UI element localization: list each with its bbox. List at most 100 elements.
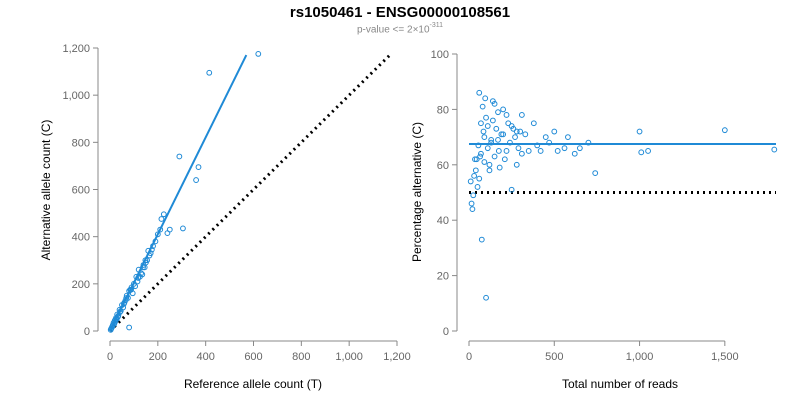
right-y-tick-label: 20 xyxy=(437,271,449,283)
right-data-point xyxy=(467,178,474,185)
right-data-point xyxy=(486,167,493,174)
right-data-point xyxy=(478,236,485,243)
subtitle-times: × xyxy=(412,24,419,36)
right-data-point xyxy=(512,134,518,141)
right-data-point xyxy=(503,112,510,118)
right-data-point xyxy=(495,148,502,154)
right-data-point xyxy=(476,89,483,96)
subtitle-exponent: -311 xyxy=(429,22,444,29)
right-data-point xyxy=(470,192,477,199)
right-data-point xyxy=(507,139,513,146)
left-reference-line xyxy=(108,54,391,333)
right-data-point xyxy=(517,128,524,135)
right-data-point xyxy=(489,117,496,124)
right-data-point xyxy=(513,128,520,135)
left-data-point xyxy=(195,164,202,170)
right-data-point xyxy=(721,127,728,134)
right-data-point xyxy=(481,159,488,165)
right-data-point xyxy=(518,150,525,157)
right-data-point xyxy=(496,164,503,171)
right-data-point xyxy=(472,156,478,163)
right-data-point xyxy=(500,106,507,113)
right-y-tick-label: 40 xyxy=(437,215,449,227)
right-data-point xyxy=(636,128,643,135)
right-data-point xyxy=(488,139,495,146)
right-data-point xyxy=(537,148,544,154)
right-data-point xyxy=(645,148,651,154)
left-data-point xyxy=(123,295,130,301)
right-x-tick-label: 0 xyxy=(466,351,472,363)
right-data-point xyxy=(480,128,487,135)
left-y-axis-title: Alternative allele count (C) xyxy=(39,120,53,261)
right-data-point xyxy=(500,131,507,138)
right-x-tick-label: 1,000 xyxy=(626,351,654,363)
page-subtitle: p-value <= 2×10-311 xyxy=(0,22,800,36)
left-data-point xyxy=(206,69,213,76)
left-y-tick-label: 0 xyxy=(84,326,90,338)
right-data-point xyxy=(525,148,532,154)
left-data-point xyxy=(180,225,186,232)
left-x-tick-label: 400 xyxy=(196,351,214,363)
right-data-point xyxy=(486,161,493,168)
right-data-point xyxy=(495,136,501,143)
left-scatter-panel: Reference allele count (T) Alternative a… xyxy=(39,43,411,391)
subtitle-base: 10 xyxy=(418,24,430,36)
right-data-point xyxy=(585,139,592,146)
left-x-tick-label: 800 xyxy=(292,351,310,363)
right-y-tick-label: 80 xyxy=(437,104,449,116)
right-data-point xyxy=(472,167,479,174)
right-data-point xyxy=(469,206,476,213)
page-title: rs1050461 - ENSG00000108561 xyxy=(289,4,511,21)
left-y-tick-label: 400 xyxy=(72,232,90,244)
right-data-point xyxy=(474,184,481,190)
left-y-tick-label: 800 xyxy=(72,137,90,149)
left-data-point xyxy=(166,226,173,233)
right-y-tick-label: 0 xyxy=(443,326,449,338)
left-data-point xyxy=(193,177,200,183)
left-y-tick-label: 1,000 xyxy=(62,90,90,102)
left-x-axis-title: Reference allele count (T) xyxy=(184,377,322,391)
left-x-tick-label: 1,200 xyxy=(383,351,411,363)
right-x-axis-title: Total number of reads xyxy=(562,377,678,391)
left-x-tick-label: 200 xyxy=(149,351,167,363)
left-y-tick-label: 200 xyxy=(72,279,90,291)
right-data-point xyxy=(484,145,491,152)
right-data-point xyxy=(482,95,489,102)
right-data-point xyxy=(498,131,505,138)
right-data-point xyxy=(508,186,515,193)
subtitle-prefix: p-value <= 2 xyxy=(356,24,413,36)
right-data-point xyxy=(484,123,491,129)
left-data-point xyxy=(158,216,165,222)
left-data-point xyxy=(109,322,116,329)
right-data-point xyxy=(491,153,498,160)
right-data-point xyxy=(488,136,495,143)
left-x-tick-label: 600 xyxy=(244,351,262,363)
right-data-point xyxy=(513,161,520,168)
left-y-tick-label: 600 xyxy=(72,185,90,197)
right-data-point xyxy=(508,123,515,129)
left-data-point xyxy=(176,153,183,160)
right-data-point xyxy=(495,109,501,116)
right-scatter-panel: Total number of reads Percentage alterna… xyxy=(410,49,778,391)
right-data-point xyxy=(503,148,510,154)
right-data-point xyxy=(468,200,475,207)
right-data-point xyxy=(518,112,525,118)
right-data-point xyxy=(493,125,500,132)
right-data-point xyxy=(476,175,483,182)
right-x-tick-label: 1,500 xyxy=(711,351,739,363)
right-data-point xyxy=(477,153,483,160)
right-data-point xyxy=(565,134,571,141)
right-data-point xyxy=(638,149,645,156)
right-data-point xyxy=(479,103,486,110)
right-data-point xyxy=(771,146,778,153)
right-data-point xyxy=(473,156,480,163)
right-data-point xyxy=(501,156,508,163)
right-data-point xyxy=(478,120,484,127)
right-data-point xyxy=(475,142,482,149)
right-data-point xyxy=(554,148,561,154)
left-data-point xyxy=(160,211,167,218)
right-data-point xyxy=(491,100,498,107)
right-data-point xyxy=(561,145,568,152)
right-x-tick-label: 500 xyxy=(545,351,563,363)
